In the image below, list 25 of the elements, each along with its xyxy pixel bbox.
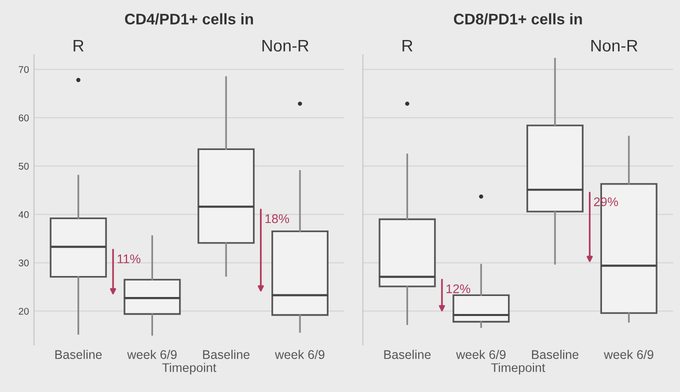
y-tick-label: 60 [18, 114, 29, 122]
x-tick-label: Baseline [384, 350, 431, 360]
annotation: 11% [118, 254, 140, 264]
text: R [402, 40, 412, 52]
x-tick-label: week 6/9 [604, 350, 654, 360]
x-axis-title: Timepoint [162, 362, 216, 375]
chart-title: CD4/PD1+ cells in [125, 13, 253, 25]
annotation: 18% [265, 214, 290, 224]
x-tick-label: Baseline [203, 350, 250, 360]
x-tick-label: week 6/9 [456, 350, 506, 360]
x-tick-label: Baseline [532, 350, 578, 360]
y-tick-label: 20 [18, 308, 29, 315]
text: Non-R [262, 40, 308, 52]
x-tick-label: week 6/9 [127, 350, 177, 360]
x-axis-title: Timepoint [491, 362, 546, 375]
y-tick-label: 30 [18, 260, 29, 266]
y-tick-label: 70 [18, 66, 29, 73]
annotation: 12% [446, 284, 470, 294]
x-tick-label: Baseline [55, 350, 102, 360]
chart-title: CD8/PD1+ cells in [454, 13, 582, 25]
y-tick-label: 50 [18, 162, 29, 170]
text: Non-R [591, 40, 638, 52]
text: R [74, 40, 84, 52]
y-tick-label: 40 [18, 211, 29, 218]
x-tick-label: week 6/9 [274, 350, 324, 360]
